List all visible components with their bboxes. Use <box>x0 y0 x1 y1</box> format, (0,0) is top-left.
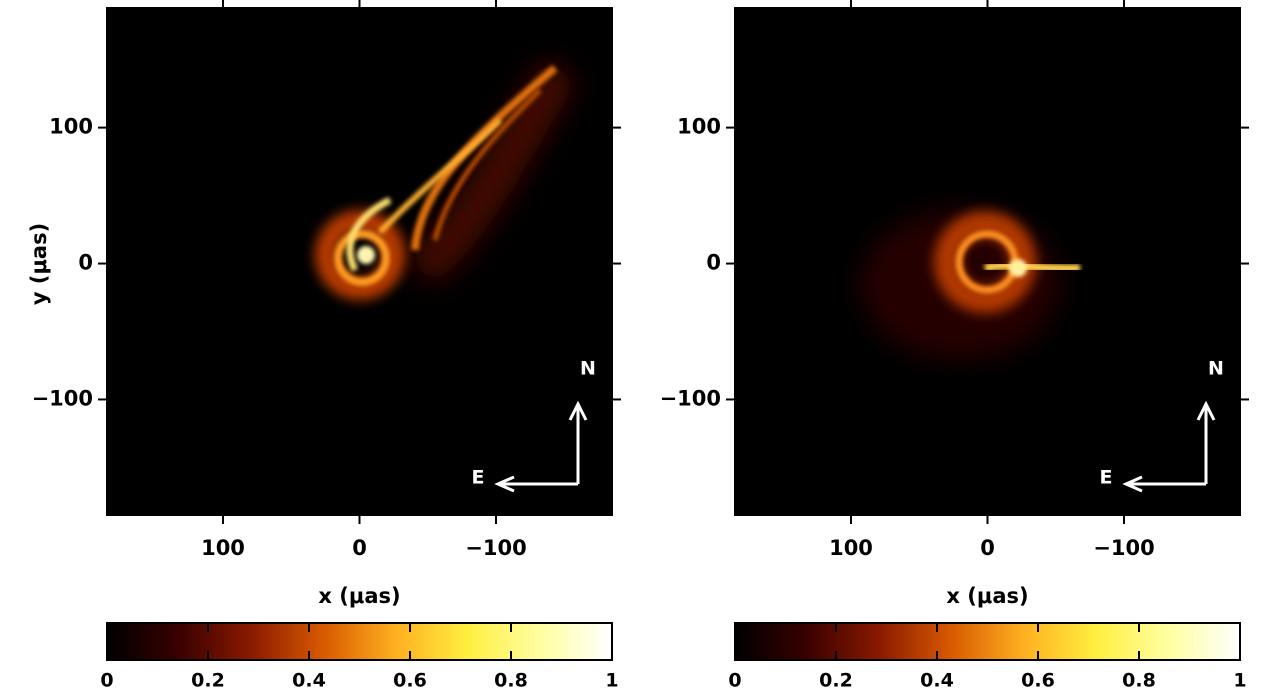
emission-image <box>860 210 1240 360</box>
x-axis-label: x (μas) <box>318 584 400 608</box>
x-axis-label: x (μas) <box>946 584 1028 608</box>
colorbar-tick-label: 0.6 <box>1021 670 1055 692</box>
north-label: N <box>580 358 596 380</box>
y-tick-label: −100 <box>660 386 721 410</box>
compass <box>1122 400 1216 493</box>
x-tick-label: −100 <box>465 536 526 560</box>
north-label: N <box>1208 358 1224 380</box>
colorbar <box>106 622 613 661</box>
compass <box>494 400 588 493</box>
x-tick-label: 0 <box>352 536 367 560</box>
colorbar-tick-label: 0.8 <box>494 670 528 692</box>
east-arrow <box>494 475 578 493</box>
x-tick-label: 100 <box>201 536 245 560</box>
colorbar-tick-label: 1 <box>605 670 618 692</box>
colorbar-tick-label: 0.2 <box>819 670 853 692</box>
colorbar-tick-label: 0.8 <box>1122 670 1156 692</box>
colorbar-tick-label: 0 <box>100 670 113 692</box>
y-tick-label: −100 <box>32 386 93 410</box>
north-arrow <box>568 400 588 484</box>
colorbar-tick-label: 0.6 <box>393 670 427 692</box>
x-tick-label: −100 <box>1093 536 1154 560</box>
y-tick-label: 100 <box>49 115 93 139</box>
colorbar-tick-label: 0.4 <box>920 670 954 692</box>
y-tick-label: 0 <box>706 251 721 275</box>
y-tick-label: 100 <box>677 115 721 139</box>
east-label: E <box>1100 467 1113 489</box>
colorbar <box>734 622 1241 661</box>
x-tick-label: 100 <box>829 536 873 560</box>
colorbar-tick-label: 0 <box>728 670 741 692</box>
colorbar-tick-label: 0.2 <box>191 670 225 692</box>
colorbar-tick-label: 1 <box>1233 670 1246 692</box>
x-tick-label: 0 <box>980 536 995 560</box>
y-axis-label: y (μas) <box>27 223 51 305</box>
colorbar-tick-label: 0.4 <box>292 670 326 692</box>
y-tick-label: 0 <box>78 251 93 275</box>
emission-image <box>315 59 578 300</box>
north-arrow <box>1196 400 1216 484</box>
east-arrow <box>1122 475 1206 493</box>
east-label: E <box>472 467 485 489</box>
